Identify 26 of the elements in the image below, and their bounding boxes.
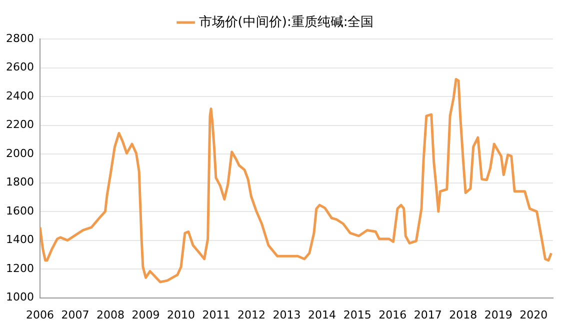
x-tick-label: 2015 <box>343 308 372 322</box>
y-tick-label: 1000 <box>6 290 34 304</box>
x-tick-label: 2019 <box>484 308 512 322</box>
x-tick-label: 2018 <box>449 308 478 322</box>
x-tick-label: 2011 <box>202 308 230 322</box>
y-tick-label: 2200 <box>6 118 34 132</box>
y-tick-label: 1200 <box>6 262 34 275</box>
x-tick-label: 2020 <box>520 308 548 322</box>
x-tick-label: 2013 <box>272 308 301 322</box>
y-tick-label: 2000 <box>6 146 34 160</box>
y-tick-label: 1600 <box>6 204 34 218</box>
x-tick-label: 2012 <box>238 308 266 322</box>
x-tick-label: 2007 <box>61 308 90 322</box>
y-tick-label: 2400 <box>6 89 34 102</box>
y-tick-label: 2600 <box>6 60 34 74</box>
legend-label: 市场价(中间价):重质纯碱:全国 <box>198 14 374 30</box>
x-tick-label: 2016 <box>378 308 407 322</box>
y-tick-label: 1400 <box>6 233 34 246</box>
x-tick-label: 2017 <box>414 308 442 322</box>
x-tick-label: 2014 <box>308 308 336 322</box>
y-tick-label: 2800 <box>6 32 34 45</box>
x-tick-label: 2009 <box>132 308 160 322</box>
x-tick-label: 2010 <box>167 308 196 322</box>
x-tick-label: 2008 <box>96 308 125 322</box>
y-tick-label: 1800 <box>6 176 34 189</box>
x-tick-label: 2006 <box>26 308 54 322</box>
